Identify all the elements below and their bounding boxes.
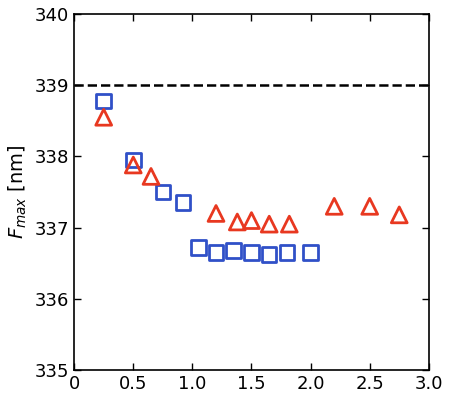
Point [130,157,137,163]
Point [159,189,166,195]
Point [100,114,107,120]
Point [100,98,107,104]
Point [331,203,338,210]
Point [366,203,373,210]
Point [307,250,314,256]
Point [195,244,202,251]
Point [284,250,291,256]
Point [266,221,273,227]
Point [230,247,237,254]
Point [286,221,293,227]
Point [179,200,186,206]
Point [266,252,273,258]
Point [248,217,255,224]
Point [234,219,241,225]
Point [248,250,255,256]
Y-axis label: $F_{max}$ [nm]: $F_{max}$ [nm] [7,145,29,239]
Point [396,212,403,218]
Point [148,173,155,180]
Point [212,250,220,256]
Point [212,210,220,217]
Point [130,162,137,168]
